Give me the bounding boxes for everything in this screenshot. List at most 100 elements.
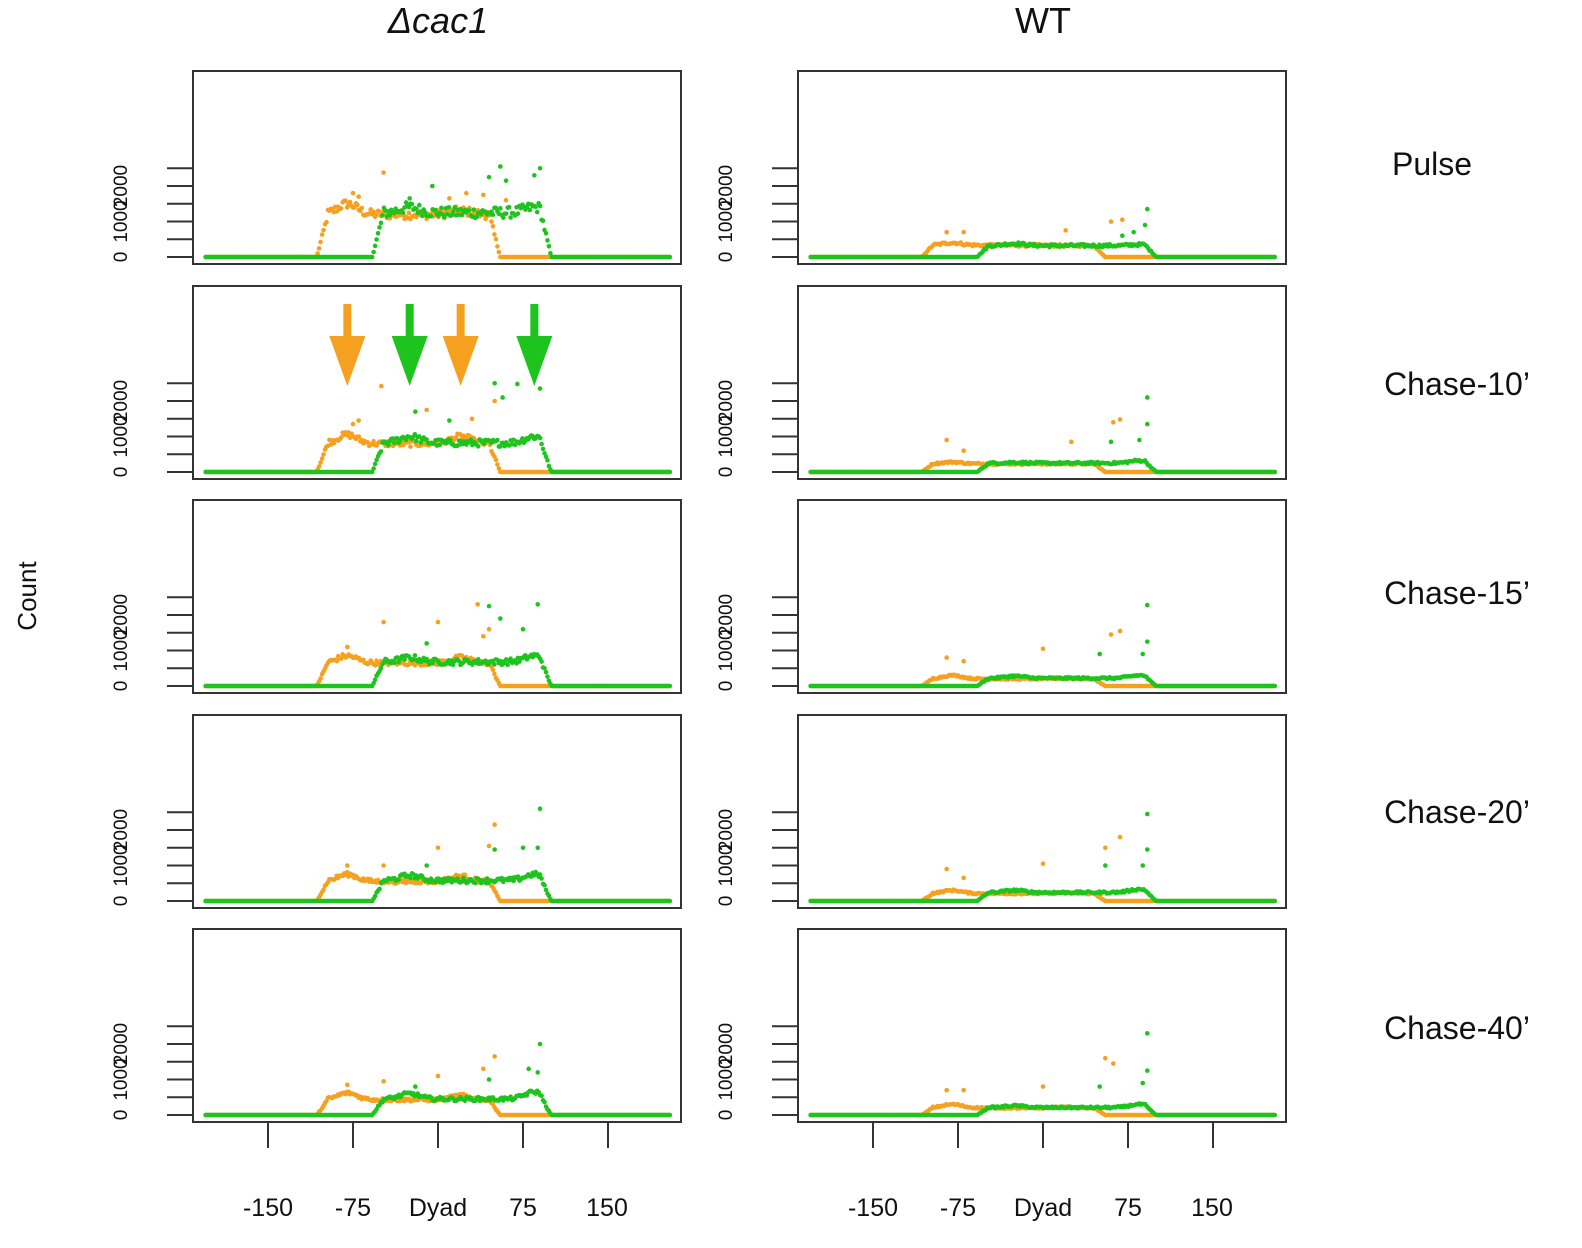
data-point-orange [379, 383, 384, 389]
data-point-green [375, 231, 381, 236]
data-point-green [1144, 421, 1150, 427]
data-point-green [543, 230, 549, 236]
data-point-orange [356, 194, 361, 199]
y-tick-label: 0 [716, 252, 737, 263]
y-tick-label: 1000 [716, 200, 737, 242]
data-point-orange [944, 229, 949, 235]
data-point-green [412, 653, 418, 658]
data-point-orange [1117, 417, 1123, 422]
data-point-green [446, 204, 452, 210]
data-point-green [667, 469, 673, 475]
data-point-orange [464, 190, 469, 196]
data-point-orange [961, 875, 966, 881]
data-point-green [545, 674, 550, 679]
data-point-green [532, 173, 537, 178]
data-point-orange [453, 434, 459, 440]
data-point-green [475, 444, 481, 449]
data-point-orange [377, 209, 382, 214]
data-point-orange [319, 456, 325, 461]
data-point-green [1142, 222, 1148, 228]
x-tick-label: Dyad [1014, 1194, 1072, 1222]
data-point-green [428, 214, 434, 219]
data-point-green [1144, 602, 1150, 608]
data-point-green [391, 660, 397, 666]
data-point-green [508, 215, 513, 220]
data-point-orange [321, 452, 326, 457]
data-point-green [539, 659, 544, 664]
data-point-green [498, 616, 503, 621]
x-tick-label: 75 [1114, 1194, 1142, 1222]
data-point-green [452, 205, 457, 210]
data-point-orange [381, 170, 386, 175]
y-tick-label: 0 [111, 252, 132, 263]
data-point-green [540, 446, 546, 452]
data-point-green [515, 211, 521, 216]
panel-frame [797, 285, 1287, 480]
data-point-orange [355, 202, 360, 208]
data-point-green [424, 641, 429, 646]
data-point-green [498, 164, 503, 169]
data-point-orange [408, 444, 413, 449]
data-point-green [378, 449, 384, 454]
data-point-orange [1108, 632, 1114, 637]
data-point-orange [492, 232, 497, 237]
data-point-orange [961, 448, 966, 454]
x-tick-label: -75 [335, 1194, 371, 1222]
panel-frame [797, 70, 1287, 265]
data-point-orange [406, 210, 412, 216]
x-tick-label: -150 [243, 1194, 293, 1222]
panel-frame [797, 499, 1287, 694]
data-point-green [450, 209, 456, 215]
data-point-green [478, 211, 484, 217]
y-tick-label: 0 [716, 896, 737, 907]
data-point-orange [503, 197, 509, 203]
data-point-green [424, 863, 429, 868]
data-point-green [1137, 437, 1142, 443]
x-tick-label: 150 [586, 1194, 628, 1222]
data-point-orange [381, 619, 386, 625]
data-point-orange [495, 462, 500, 467]
data-point-orange [345, 644, 350, 650]
data-point-orange [1040, 646, 1046, 652]
data-point-orange [338, 206, 344, 211]
data-point-orange [345, 863, 350, 868]
x-tick-label: 150 [1191, 1194, 1233, 1222]
data-point-orange [1110, 420, 1116, 425]
data-point-green [527, 207, 533, 213]
x-tick-label: -75 [940, 1194, 976, 1222]
data-point-green [449, 213, 455, 218]
data-point-green [377, 886, 382, 892]
data-point-green [506, 204, 512, 210]
data-point-green [467, 208, 472, 213]
data-point-orange [318, 460, 323, 465]
data-point-orange [1108, 219, 1114, 224]
data-point-green [380, 213, 385, 218]
data-point-green [548, 251, 553, 256]
data-point-green [535, 845, 541, 851]
data-point-green [413, 409, 418, 414]
y-tick-label: 0 [716, 681, 737, 692]
data-point-orange [371, 209, 376, 215]
data-point-orange [481, 192, 486, 198]
data-point-green [535, 602, 541, 607]
data-point-orange [490, 223, 496, 229]
data-point-green [1144, 395, 1150, 400]
data-point-orange [381, 863, 386, 868]
data-point-green [378, 665, 384, 671]
y-tick-label: 2000 [716, 380, 737, 422]
data-point-orange [316, 246, 322, 251]
data-point-green [377, 225, 382, 230]
data-point-green [503, 178, 509, 183]
x-tick-label: Dyad [409, 1194, 467, 1222]
data-point-green [533, 204, 538, 209]
data-point-green [542, 665, 547, 671]
data-point-orange [493, 457, 499, 463]
data-point-orange [374, 212, 379, 218]
data-point-green [486, 174, 492, 180]
data-point-orange [343, 198, 348, 203]
